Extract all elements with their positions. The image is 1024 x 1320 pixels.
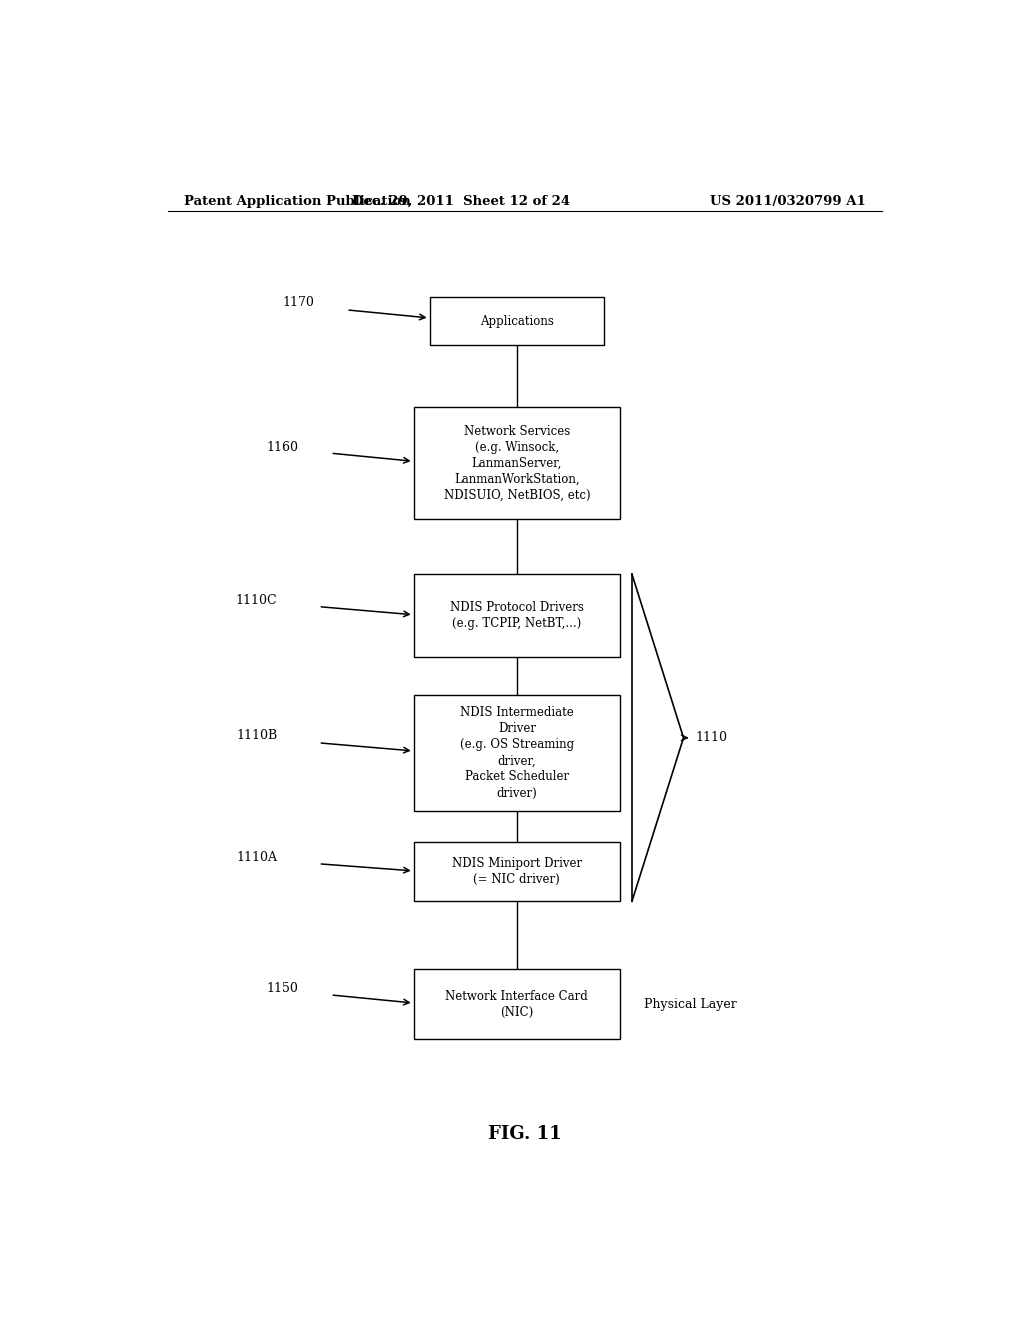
- Bar: [430, 297, 604, 346]
- Bar: [414, 408, 620, 519]
- Text: 1110: 1110: [695, 731, 727, 744]
- Text: FIG. 11: FIG. 11: [488, 1125, 561, 1143]
- Text: Patent Application Publication: Patent Application Publication: [183, 194, 411, 207]
- Text: Applications: Applications: [480, 314, 554, 327]
- Text: 1170: 1170: [283, 296, 314, 309]
- Text: Dec. 29, 2011  Sheet 12 of 24: Dec. 29, 2011 Sheet 12 of 24: [352, 194, 570, 207]
- Text: NDIS Protocol Drivers
(e.g. TCPIP, NetBT,...): NDIS Protocol Drivers (e.g. TCPIP, NetBT…: [450, 602, 584, 630]
- Text: 1160: 1160: [266, 441, 299, 454]
- Bar: [414, 842, 620, 902]
- Text: 1150: 1150: [266, 982, 299, 995]
- Text: 1110C: 1110C: [236, 594, 278, 607]
- Text: US 2011/0320799 A1: US 2011/0320799 A1: [711, 194, 866, 207]
- Text: 1110A: 1110A: [237, 851, 278, 865]
- Text: 1110B: 1110B: [236, 729, 278, 742]
- Text: NDIS Miniport Driver
(= NIC driver): NDIS Miniport Driver (= NIC driver): [452, 858, 582, 887]
- Bar: [414, 574, 620, 657]
- Text: Network Interface Card
(NIC): Network Interface Card (NIC): [445, 990, 588, 1019]
- Text: Physical Layer: Physical Layer: [644, 998, 736, 1011]
- Bar: [414, 694, 620, 812]
- Text: Network Services
(e.g. Winsock,
LanmanServer,
LanmanWorkStation,
NDISUIO, NetBIO: Network Services (e.g. Winsock, LanmanSe…: [443, 425, 590, 502]
- Bar: [414, 969, 620, 1039]
- Text: NDIS Intermediate
Driver
(e.g. OS Streaming
driver,
Packet Scheduler
driver): NDIS Intermediate Driver (e.g. OS Stream…: [460, 706, 573, 800]
